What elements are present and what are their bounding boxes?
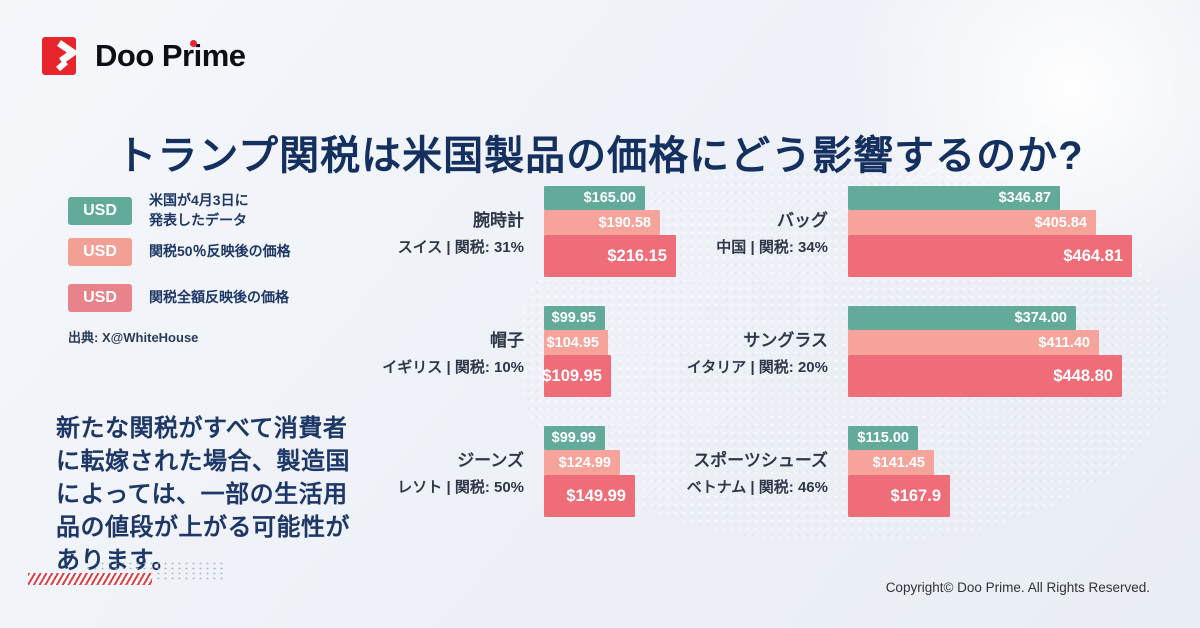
chart-row: 腕時計 スイス | 関税: 31% $165.00 $190.58 $216.15 [334,186,676,277]
page-title: トランプ関税は米国製品の価格にどう影響するのか? [116,133,1084,178]
origin-tariff-label: イタリア | 関税: 20% [686,359,828,376]
product-name: 腕時計 [473,211,524,230]
note-paragraph: 新たな関税がすべて消費者 に転嫁された場合、製造国 によっては、一部の生活用 品… [56,415,350,574]
origin-tariff-label: レソト | 関税: 50% [397,479,524,496]
product-name: ジーンズ [457,451,524,470]
copyright-text: Copyright© Doo Prime. All Rights Reserve… [885,580,1150,595]
red-hatch-decoration [28,573,152,585]
price-bar: $448.80 [848,355,1122,397]
price-bar: $374.00 [848,306,1076,330]
bar-group: $346.87 $405.84 $464.81 [848,186,1132,277]
legend-item-label: 関税50％反映後の価格 [149,243,291,260]
chart-row: スポーツシューズ ベトナム | 関税: 46% $115.00 $141.45 $167… [638,426,1132,517]
price-bar: $346.87 [848,186,1060,210]
usd-badge: USD [68,284,132,312]
price-bar: $109.95 [542,355,611,397]
product-name: スポーツシューズ [693,451,828,470]
price-bar: $149.99 [544,475,635,517]
product-name: 帽子 [490,331,524,350]
legend-item: USD 関税全額反映後の価格 [68,284,289,312]
source-label: 出典: X@WhiteHouse [68,330,199,345]
price-bar: $115.00 [848,426,918,450]
legend-item: USD 米国が4月3日に 発表したデータ [68,191,249,230]
origin-tariff-label: 中国 | 関税: 34% [716,239,828,256]
chart-row: 帽子イギリス | 関税: 10% $99.95 $104.95 $109.95 [334,306,676,397]
bar-group: $115.00 $141.45 $167.9 [848,426,950,517]
chart-row: ジーンズ レソト | 関税: 50% $99.99 $124.99 $149.99 [334,426,676,517]
charts-column-right: バッグ 中国 | 関税: 34% $346.87 $405.84 $464.81 サングラ… [638,186,1132,517]
chart-label: スポーツシューズベトナム | 関税: 46% [638,426,828,517]
chart-label: バッグ中国 | 関税: 34% [638,186,828,277]
price-bar: $464.81 [848,235,1132,277]
chart-label: 腕時計スイス | 関税: 31% [334,186,524,277]
origin-tariff-label: ベトナム | 関税: 46% [686,479,828,496]
usd-badge: USD [68,238,132,266]
price-bar: $216.15 [544,235,676,277]
product-name: バッグ [777,211,828,230]
origin-tariff-label: イギリス | 関税: 10% [382,359,524,376]
doo-prime-logo: Doo Prime [42,36,246,76]
legend-item-label: 米国が4月3日に 発表したデータ [149,192,249,228]
product-name: サングラス [743,331,828,350]
price-bar: $167.9 [848,475,950,517]
chart-label: ジーンズレソト | 関税: 50% [334,426,524,517]
chart-row: バッグ 中国 | 関税: 34% $346.87 $405.84 $464.81 [638,186,1132,277]
bar-group: $374.00 $411.40 $448.80 [848,306,1122,397]
price-bar: $190.58 [544,210,660,235]
legend-item-label: 関税全額反映後の価格 [149,289,289,306]
chart-row: サングラス イタリア | 関税: 20% $374.00 $411.40 $448.80 [638,306,1132,397]
origin-tariff-label: スイス | 関税: 31% [397,239,524,256]
price-bar: $124.99 [544,450,620,475]
brand-name: Doo Prime [95,38,246,73]
chart-label: サングラスイタリア | 関税: 20% [638,306,828,397]
doo-prime-logo-icon [42,37,80,75]
price-bar: $141.45 [848,450,934,475]
bar-group: $99.95 $104.95 $109.95 [542,306,611,397]
price-bar: $165.00 [544,186,645,210]
bar-group: $99.99 $124.99 $149.99 [544,426,635,517]
price-bar: $405.84 [848,210,1096,235]
price-bar: $411.40 [848,330,1099,355]
legend-item: USD 関税50％反映後の価格 [68,238,291,266]
charts-column-left: 腕時計 スイス | 関税: 31% $165.00 $190.58 $216.15 帽子イ… [334,186,676,517]
bar-group: $165.00 $190.58 $216.15 [544,186,676,277]
chart-label: 帽子イギリス | 関税: 10% [334,306,524,397]
price-bar: $99.95 [544,306,605,330]
price-bar: $99.99 [544,426,605,450]
usd-badge: USD [68,196,132,225]
price-bar: $104.95 [544,330,608,355]
